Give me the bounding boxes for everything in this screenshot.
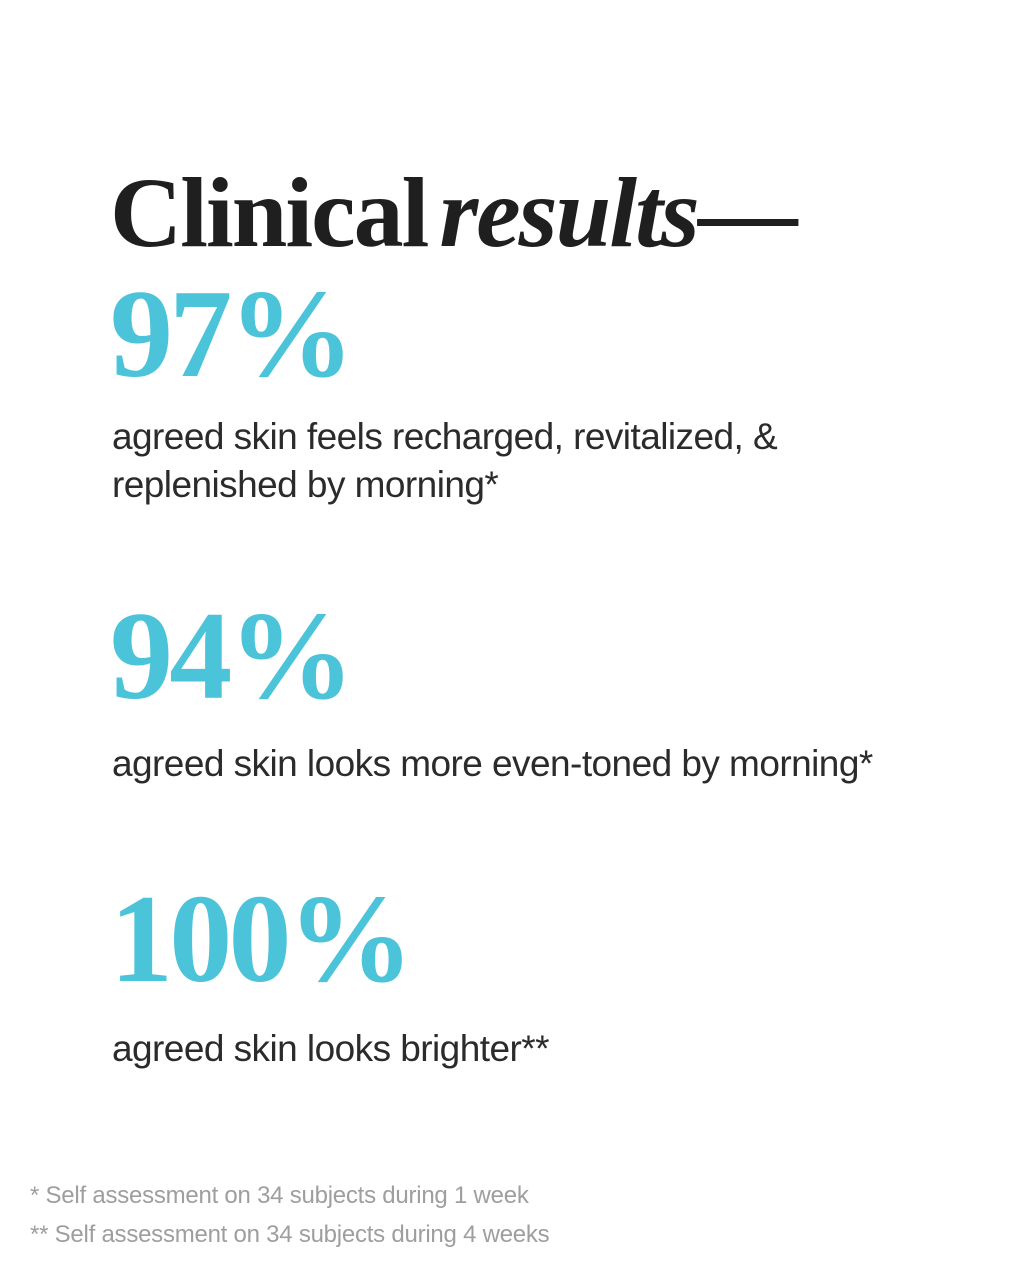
title-dash: — <box>697 157 798 268</box>
stat-description-line: agreed skin looks brighter** <box>112 1028 549 1069</box>
stat-value-94: 94% <box>110 587 354 726</box>
stat-value-100: 100% <box>110 870 414 1009</box>
footnotes: * Self assessment on 34 subjects during … <box>30 1177 550 1254</box>
stat-description-97: agreed skin feels recharged, revitalized… <box>112 413 778 509</box>
stat-description-line: agreed skin looks more even-toned by mor… <box>112 743 873 784</box>
stat-description-line: replenished by morning* <box>112 464 499 505</box>
stat-description-94: agreed skin looks more even-toned by mor… <box>112 740 873 788</box>
page-title: Clinical results— <box>110 163 798 263</box>
stat-description-100: agreed skin looks brighter** <box>112 1025 549 1073</box>
footnote-four-weeks: ** Self assessment on 34 subjects during… <box>30 1220 550 1248</box>
footnote-one-week: * Self assessment on 34 subjects during … <box>30 1182 529 1209</box>
stat-value-97: 97% <box>110 265 354 404</box>
title-roman-text: Clinical <box>110 157 429 268</box>
title-italic-text: results <box>439 157 699 268</box>
stat-description-line: agreed skin feels recharged, revitalized… <box>112 416 778 457</box>
